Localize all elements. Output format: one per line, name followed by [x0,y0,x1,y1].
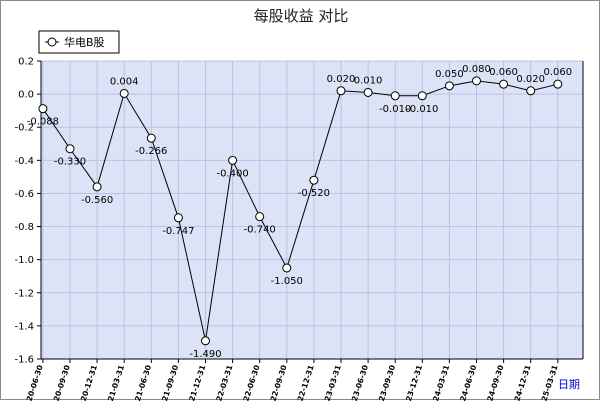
data-label: 0.060 [543,67,572,78]
x-tick-label: 2024-06-30 [455,364,478,401]
x-tick-label: 2022-06-30 [238,364,261,401]
y-tick-label: -0.2 [14,123,34,134]
data-point [471,76,481,86]
data-label: 0.010 [354,75,383,86]
data-label: -0.010 [379,104,411,115]
y-tick-label: -0.6 [14,189,34,200]
data-label: 0.020 [516,74,545,85]
data-point [553,79,563,89]
data-point [499,79,509,89]
data-label: 0.050 [435,69,464,80]
data-point [444,81,454,91]
y-tick-label: -1.4 [14,321,34,332]
y-tick-label: -0.4 [14,156,34,167]
x-tick-label: 2022-03-31 [211,364,234,401]
data-point [309,175,319,185]
data-point [390,91,400,101]
data-point [65,144,75,154]
x-tick-label: 2024-12-31 [509,364,532,401]
data-point [92,182,102,192]
y-tick-label: 0.2 [18,57,34,68]
data-label: -1.490 [189,349,221,360]
x-tick-label: 2024-03-31 [428,364,451,401]
data-label: -0.400 [216,168,248,179]
data-label: 0.080 [462,64,491,75]
data-point [255,212,265,222]
data-point [526,86,536,96]
series-line [42,80,558,341]
y-tick-label: -0.8 [14,222,34,233]
x-tick-label: 2020-06-30 [21,364,44,401]
data-point [119,88,129,98]
data-point [336,86,346,96]
x-tick-label: 2023-06-30 [347,364,370,401]
data-point [146,133,156,143]
data-label: 0.060 [489,67,518,78]
data-label: -0.747 [162,226,194,237]
data-point [173,213,183,223]
data-point [417,91,427,101]
x-tick-label: 2023-12-31 [401,364,424,401]
data-point [200,336,210,346]
y-tick-label: -1.2 [14,288,34,299]
data-label: 0.004 [110,76,139,87]
data-point [38,104,48,114]
y-tick-label: -1.0 [14,255,34,266]
data-point [228,155,238,165]
x-tick-label: 2025-03-31 [536,364,559,401]
x-tick-label: 2021-03-31 [103,364,126,401]
x-tick-label: 2020-09-30 [49,364,72,401]
data-label: -0.330 [54,157,86,168]
y-tick-label: -1.6 [14,355,34,366]
x-tick-label: 2021-09-30 [157,364,180,401]
data-point [363,87,373,97]
legend: 华电B股 [38,30,120,54]
data-label: 0.020 [327,74,356,85]
data-label: -0.560 [81,195,113,206]
data-label: -0.088 [27,117,59,128]
y-tick-label: 0.0 [18,90,34,101]
x-tick-label: 2024-09-30 [482,364,505,401]
x-tick-label: 2022-09-30 [265,364,288,401]
data-point [282,263,292,273]
data-label: -1.050 [271,276,303,287]
legend-marker [47,37,57,47]
data-label: -0.010 [406,104,438,115]
x-tick-label: 2020-12-31 [76,364,99,401]
x-tick-label: 2022-12-31 [292,364,315,401]
x-tick-label: 2021-06-30 [130,364,153,401]
chart-title: 每股收益 对比 [254,7,349,25]
legend-label: 华电B股 [64,35,105,49]
x-axis-label: 日期 [558,378,580,391]
data-label: -0.266 [135,146,167,157]
data-label: -0.740 [244,225,276,236]
x-tick-label: 2023-09-30 [374,364,397,401]
data-label: -0.520 [298,188,330,199]
plot-area [41,61,583,359]
x-tick-label: 2021-12-31 [184,364,207,401]
x-tick-label: 2023-03-31 [320,364,343,401]
